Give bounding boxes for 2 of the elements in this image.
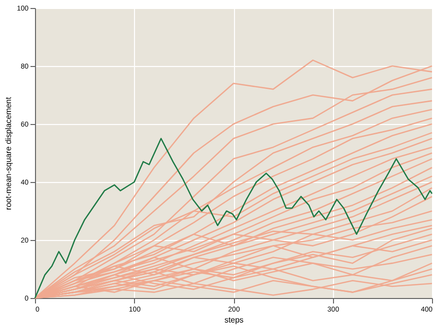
x-axis-title: steps <box>224 316 244 324</box>
y-axis-title: root-mean-square displacement <box>4 96 13 210</box>
